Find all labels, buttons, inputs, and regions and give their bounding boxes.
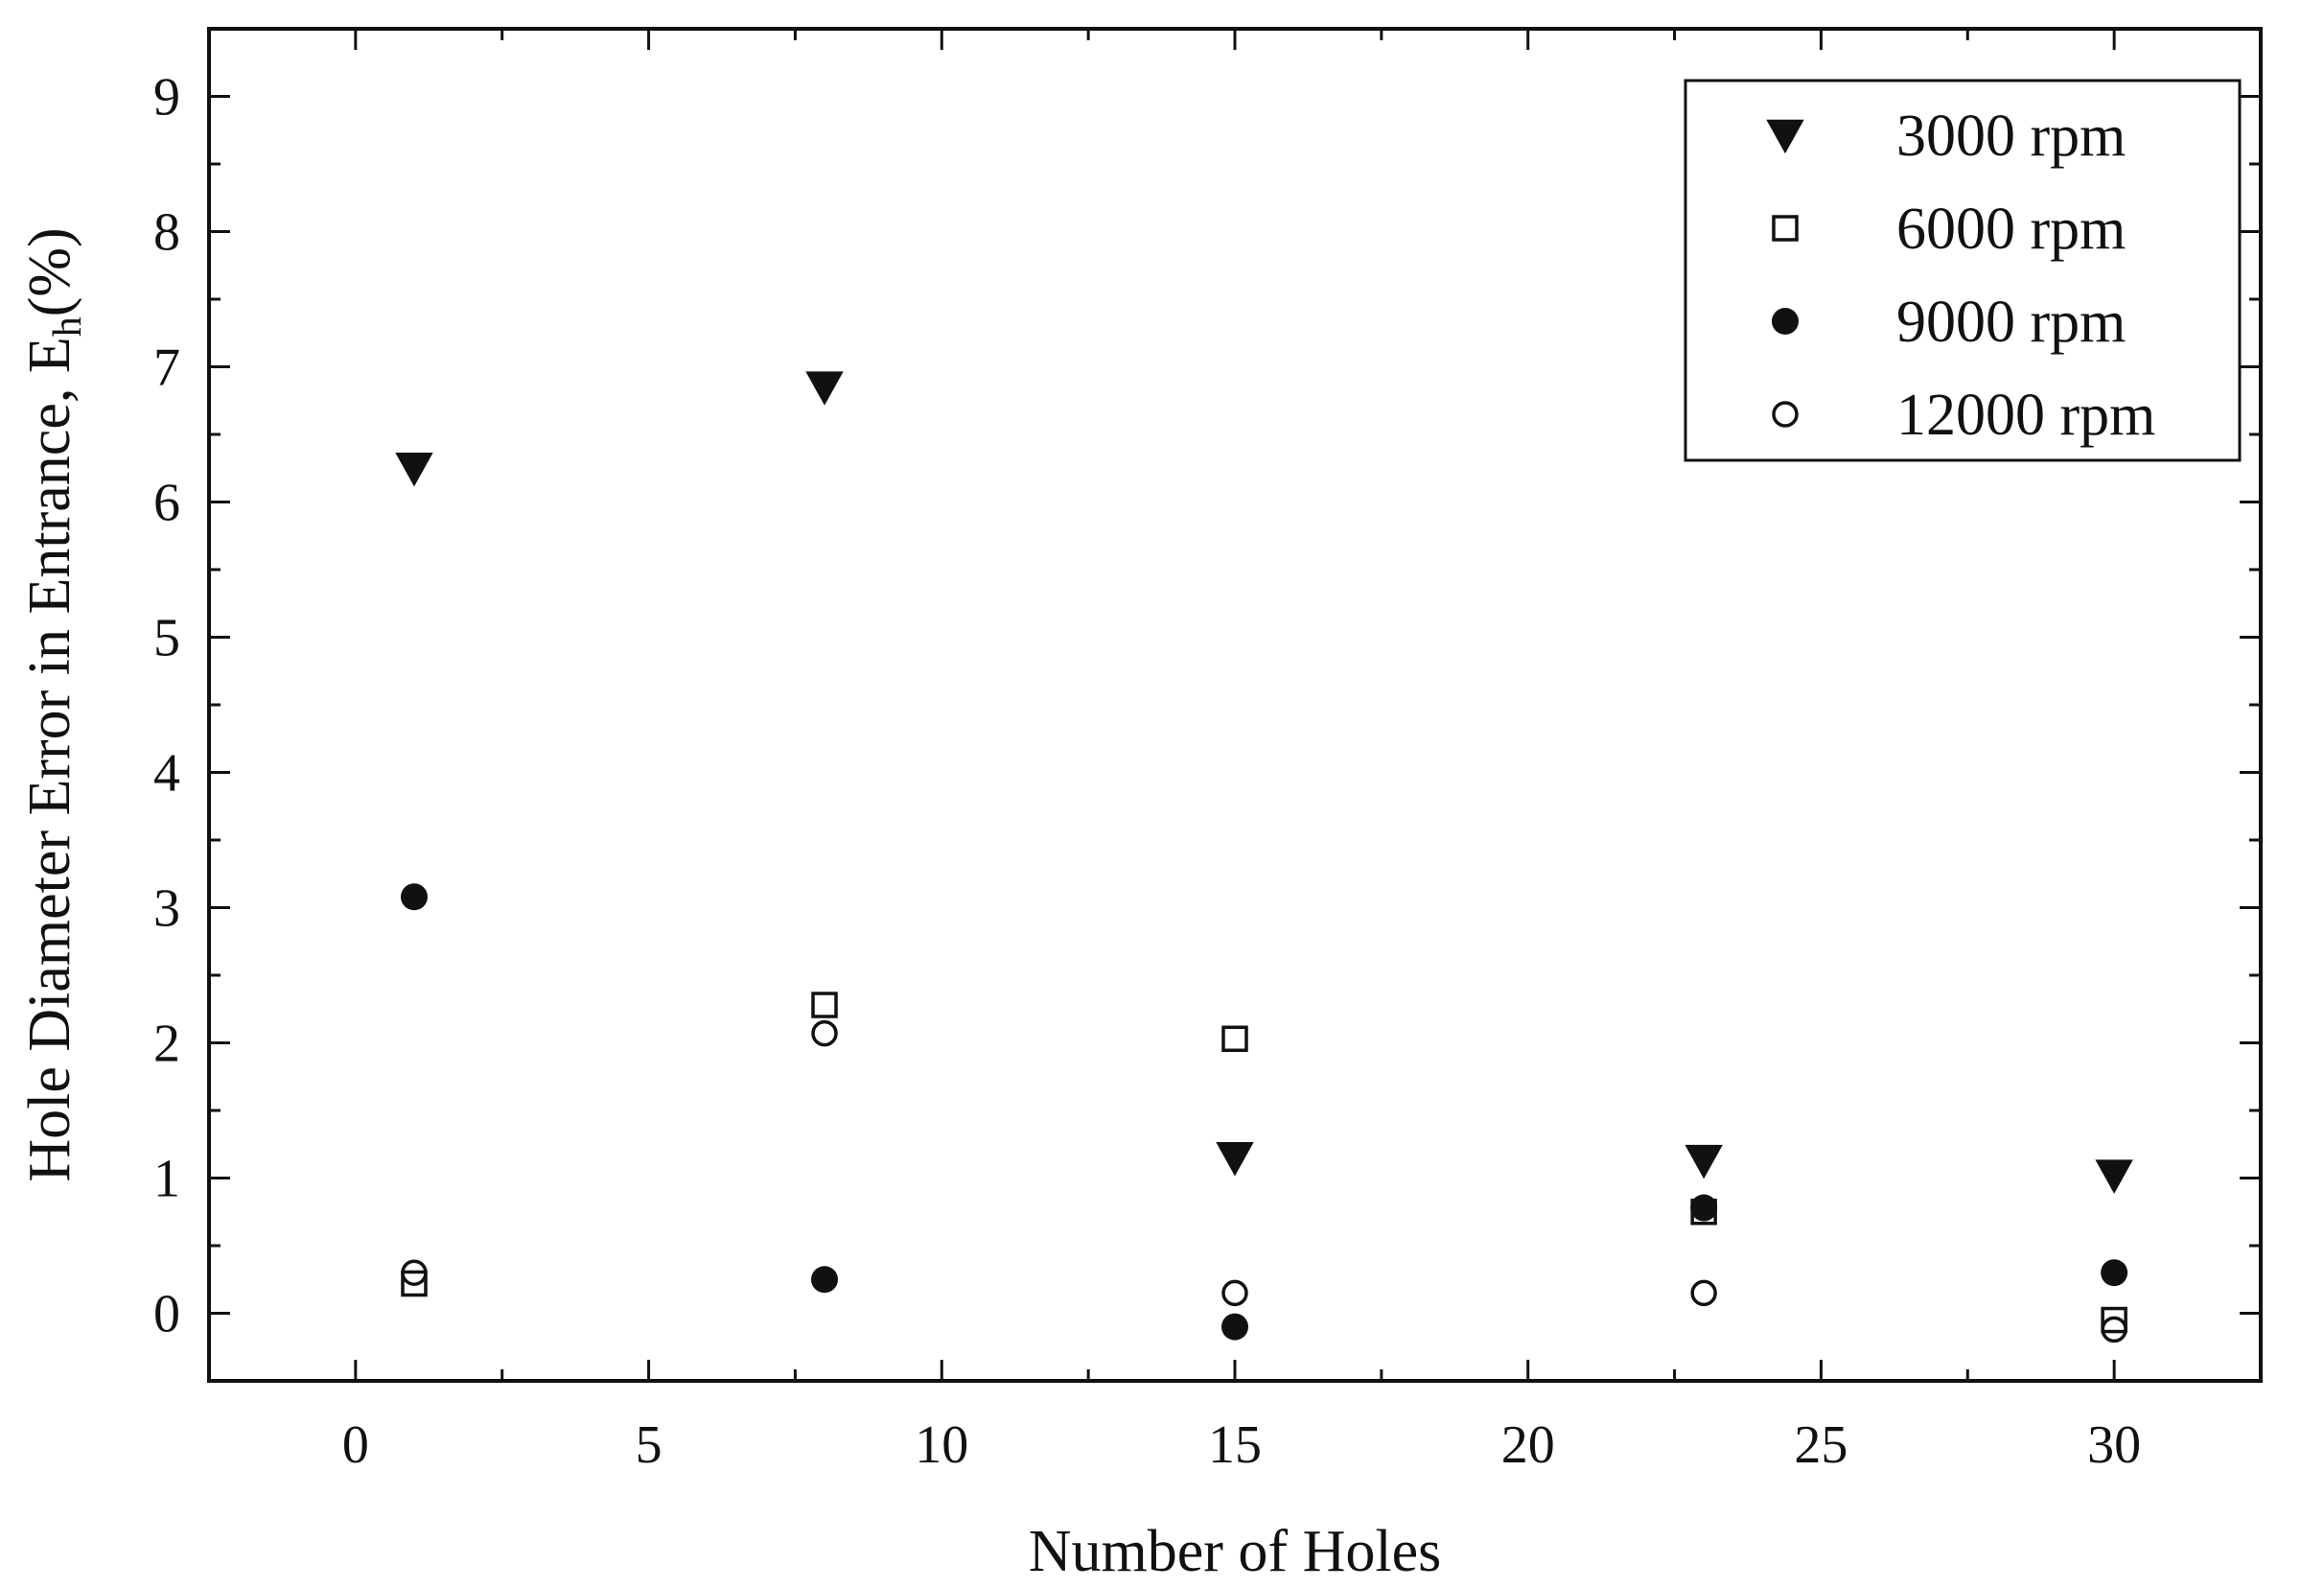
data-point bbox=[1690, 1279, 1717, 1307]
y-axis-title: Hole Diameter Error in Entrance, Eh(%) bbox=[17, 227, 90, 1181]
data-point bbox=[811, 1019, 838, 1047]
y-tick-label: 5 bbox=[153, 609, 180, 668]
y-axis-title-main: Hole Diameter Error in Entrance, E bbox=[17, 337, 82, 1181]
y-tick-label: 3 bbox=[153, 879, 180, 939]
x-tick-label: 15 bbox=[1208, 1415, 1262, 1475]
data-point bbox=[811, 1266, 838, 1294]
x-tick-label: 0 bbox=[342, 1415, 369, 1475]
data-point bbox=[2095, 1159, 2133, 1194]
data-point bbox=[2101, 1306, 2127, 1334]
data-point bbox=[1221, 1313, 1248, 1341]
y-tick-label: 7 bbox=[153, 339, 180, 398]
data-point bbox=[395, 452, 433, 487]
data-points bbox=[395, 371, 2133, 1343]
data-point bbox=[811, 992, 838, 1018]
x-tick-label: 20 bbox=[1501, 1415, 1555, 1475]
legend-label: 12000 rpm bbox=[1896, 383, 2155, 448]
data-point bbox=[401, 1259, 428, 1286]
x-tick-label: 10 bbox=[915, 1415, 968, 1475]
series-points bbox=[401, 883, 2128, 1341]
y-tick-label: 2 bbox=[153, 1015, 180, 1074]
legend: 3000 rpm 6000 rpm 9000 rpm 12000 rpm bbox=[1684, 79, 2242, 462]
legend-marker bbox=[1766, 119, 1804, 154]
data-point bbox=[401, 1270, 428, 1297]
legend-label: 3000 rpm bbox=[1896, 104, 2126, 169]
y-tick-label: 0 bbox=[153, 1285, 180, 1344]
y-tick-label: 6 bbox=[153, 474, 180, 533]
x-axis-title: Number of Holes bbox=[1029, 1519, 1441, 1584]
legend-label: 9000 rpm bbox=[1896, 290, 2126, 355]
data-point bbox=[2101, 1259, 2128, 1287]
data-point bbox=[1685, 1144, 1723, 1179]
tick-labels: 0 5 10 15 20 25 30 0 1 2 3 4 5 6 7 8 9 bbox=[153, 68, 2141, 1476]
x-tick-label: 5 bbox=[636, 1415, 662, 1475]
legend-marker bbox=[1772, 401, 1799, 428]
y-axis-title-unit: (%) bbox=[17, 227, 82, 316]
legend-entries: 3000 rpm 6000 rpm 9000 rpm 12000 rpm bbox=[1766, 104, 2155, 448]
y-tick-label: 9 bbox=[153, 68, 180, 128]
series-points bbox=[395, 371, 2133, 1194]
data-point bbox=[2101, 1316, 2127, 1343]
series-points bbox=[401, 1019, 2127, 1343]
x-tick-label: 25 bbox=[1794, 1415, 1848, 1475]
data-point bbox=[401, 883, 428, 911]
series-points bbox=[401, 992, 2127, 1334]
data-point bbox=[805, 371, 844, 406]
axis-ticks bbox=[209, 29, 2261, 1381]
data-point bbox=[1216, 1142, 1254, 1177]
y-tick-label: 4 bbox=[153, 744, 180, 804]
legend-marker bbox=[1772, 215, 1799, 242]
data-point bbox=[1690, 1194, 1718, 1222]
x-tick-label: 30 bbox=[2087, 1415, 2141, 1475]
y-tick-label: 1 bbox=[153, 1150, 180, 1209]
data-point bbox=[1221, 1279, 1248, 1307]
y-axis-title-subscript: h bbox=[46, 316, 90, 337]
data-point bbox=[1221, 1025, 1248, 1053]
legend-box bbox=[1684, 79, 2242, 462]
legend-label: 6000 rpm bbox=[1896, 197, 2126, 262]
legend-marker bbox=[1772, 308, 1799, 335]
y-tick-label: 8 bbox=[153, 203, 180, 263]
